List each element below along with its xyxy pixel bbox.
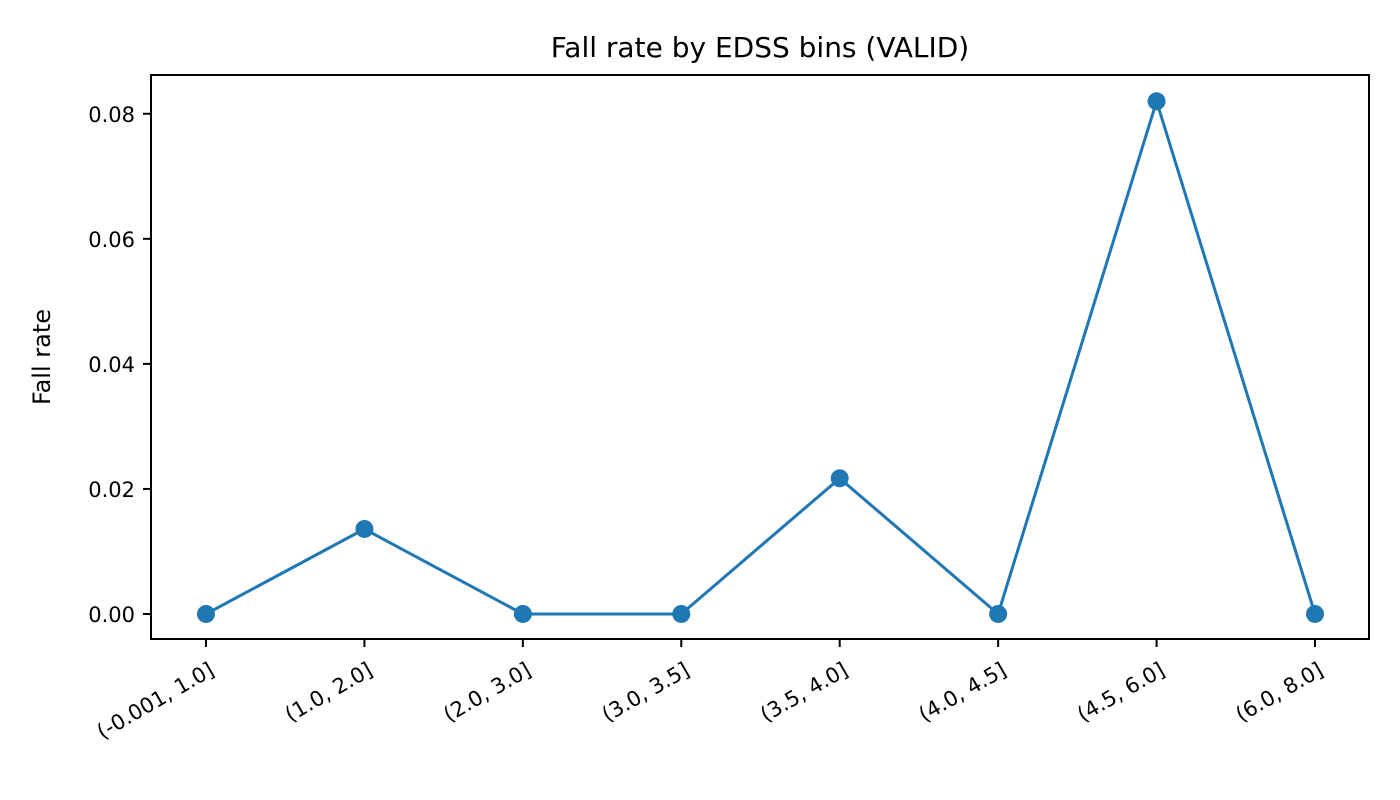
data-point xyxy=(1306,604,1324,623)
x-tick-label: (2.0, 3.0] xyxy=(439,658,535,727)
data-point xyxy=(1147,92,1166,111)
x-tick-label: (1.0, 2.0] xyxy=(281,658,377,727)
y-tick-label: 0.00 xyxy=(88,603,135,627)
data-point xyxy=(513,604,532,623)
data-point xyxy=(672,604,691,623)
y-tick-label: 0.04 xyxy=(88,353,135,377)
x-tick-label: (3.0, 3.5] xyxy=(598,658,694,727)
x-tick-label: (3.5, 4.0] xyxy=(756,658,852,727)
x-tick-label: (-0.001, 1.0] xyxy=(93,658,218,744)
y-tick-label: 0.06 xyxy=(88,228,135,252)
chart-title: Fall rate by EDSS bins (VALID) xyxy=(551,31,969,64)
plot-series xyxy=(197,92,1324,623)
y-tick-label: 0.02 xyxy=(88,478,135,502)
x-tick-label: (4.5, 6.0] xyxy=(1073,658,1169,727)
x-axis-ticks: (-0.001, 1.0] (1.0, 2.0] (2.0, 3.0] (3.0, 3… xyxy=(93,639,1327,744)
y-tick-label: 0.08 xyxy=(88,103,135,127)
x-tick-label: (6.0, 8.0] xyxy=(1232,658,1328,727)
data-point xyxy=(355,519,374,538)
data-point xyxy=(830,469,849,488)
series-line xyxy=(205,99,1317,616)
plot-frame xyxy=(150,74,1370,640)
data-point xyxy=(197,604,215,623)
y-axis-label: Fall rate xyxy=(28,309,56,405)
y-axis-ticks: 0.00 0.02 0.04 0.06 0.08 xyxy=(88,103,151,627)
data-point xyxy=(989,604,1008,623)
x-tick-label: (4.0, 4.5] xyxy=(915,658,1011,727)
